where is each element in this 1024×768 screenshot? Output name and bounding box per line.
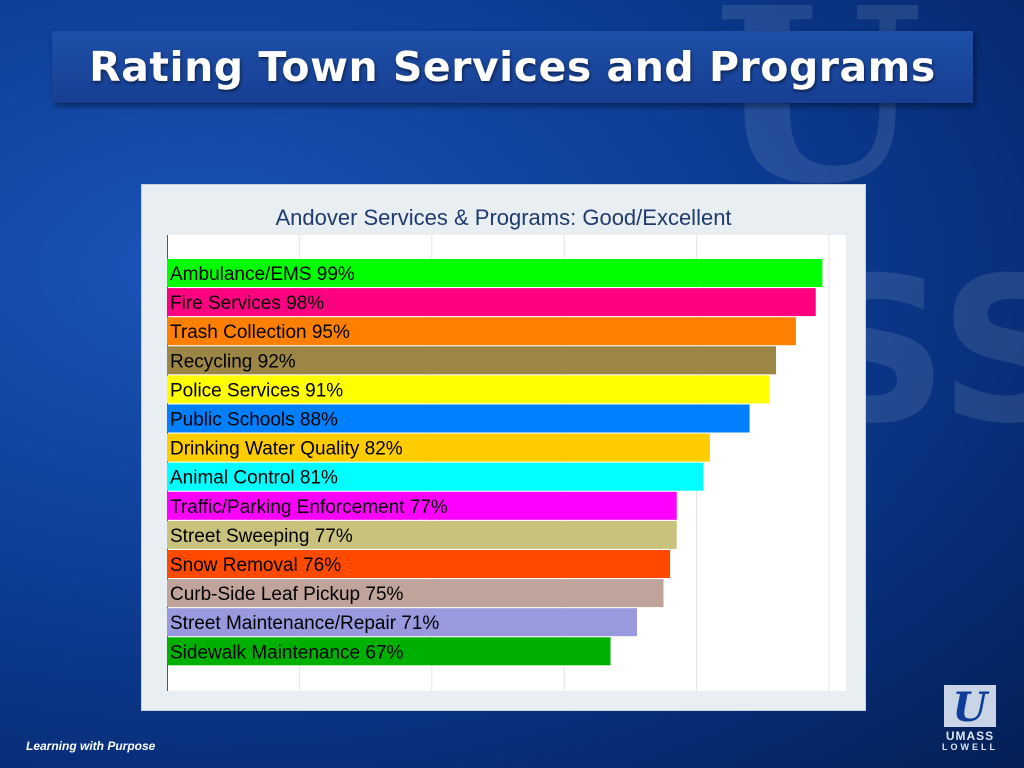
bar-label: Curb-Side Leaf Pickup 75% <box>170 584 404 605</box>
umass-lowell-logo: U UMASS LOWELL <box>940 684 1000 753</box>
bar <box>167 404 750 433</box>
bar-label: Fire Services 98% <box>170 293 324 314</box>
bar-label: Sidewalk Maintenance 67% <box>170 642 404 663</box>
slide-title: Rating Town Services and Programs <box>89 43 936 91</box>
bar <box>167 317 796 346</box>
bar-label: Street Maintenance/Repair 71% <box>170 613 439 634</box>
bar-label: Traffic/Parking Enforcement 77% <box>170 497 448 518</box>
logo-text-lowell: LOWELL <box>942 742 998 752</box>
bar-label: Police Services 91% <box>170 380 343 401</box>
plot-area: Ambulance/EMS 99% Fire Services 98% Trash … <box>167 235 846 691</box>
logo-text-umass: UMASS <box>945 729 995 743</box>
bar <box>167 608 638 637</box>
bar-label: Drinking Water Quality 82% <box>170 439 403 460</box>
bar <box>167 375 770 404</box>
bar-label: Trash Collection 95% <box>170 322 350 343</box>
bar <box>167 491 677 520</box>
footer-tagline: Learning with Purpose <box>26 739 156 753</box>
bar-label: Public Schools 88% <box>170 410 338 431</box>
bar <box>167 259 823 287</box>
bar <box>167 520 677 549</box>
bar <box>167 579 664 608</box>
svg-text:U: U <box>953 685 990 729</box>
bar-label: Ambulance/EMS 99% <box>170 264 355 285</box>
chart-title: Andover Services & Programs: Good/Excell… <box>275 205 732 230</box>
bar <box>167 433 710 462</box>
bar <box>167 288 816 317</box>
bar-label: Animal Control 81% <box>170 468 338 489</box>
bar-label: Street Sweeping 77% <box>170 526 353 547</box>
slide-title-box: Rating Town Services and Programs <box>52 31 973 103</box>
bar <box>167 637 611 666</box>
bar <box>167 550 671 578</box>
bar-chart: Ambulance/EMS 99% Fire Services 98% Trash … <box>167 235 830 691</box>
bar-label: Recycling 92% <box>170 351 296 372</box>
bar <box>167 462 704 491</box>
bar <box>167 346 777 375</box>
logo-emblem-icon: U <box>944 684 996 731</box>
bar-label: Snow Removal 76% <box>170 555 341 576</box>
